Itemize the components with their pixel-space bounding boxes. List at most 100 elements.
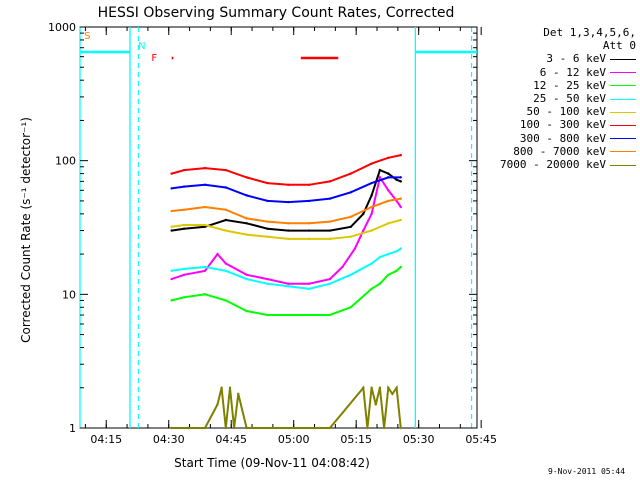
data-point: [203, 426, 207, 430]
data-point: [328, 220, 332, 223]
data-point: [370, 386, 373, 389]
data-point: [307, 313, 311, 317]
data-point: [203, 166, 207, 170]
data-point: [182, 273, 186, 277]
data-point: [170, 277, 173, 281]
legend-entry: 25 - 50 keV: [476, 92, 636, 105]
flag-label-1: N: [138, 41, 145, 52]
data-point: [182, 227, 186, 230]
data-point: [349, 172, 352, 175]
legend-entry: 6 - 12 keV: [476, 66, 636, 79]
data-point: [387, 199, 390, 203]
legend-label: 12 - 25 keV: [533, 78, 606, 92]
data-point: [216, 403, 219, 406]
data-point: [387, 172, 390, 175]
series-2: [170, 265, 402, 317]
series-7: [170, 197, 402, 225]
data-point: [387, 222, 390, 225]
legend-header-line-1: Det 1,3,4,5,6,: [543, 26, 636, 39]
data-point: [170, 229, 173, 232]
data-point: [387, 252, 390, 256]
data-point: [349, 225, 352, 229]
legend-swatch: [610, 72, 636, 74]
data-point: [349, 306, 352, 309]
legend-swatch: [610, 98, 636, 100]
data-point: [378, 386, 382, 389]
plot-frame: [79, 26, 478, 429]
data-point: [399, 426, 402, 430]
legend-swatch: [610, 151, 636, 153]
y-axis: 1 10 100 1000: [48, 21, 477, 435]
data-point: [399, 265, 402, 269]
data-point: [245, 426, 248, 430]
x-axis: 04:15 04:30 04:45 05:00 05:15 05:30 05:45: [84, 27, 497, 446]
legend-label: 800 - 7000 keV: [513, 144, 606, 158]
data-point: [328, 426, 332, 430]
legend-label: 7000 - 20000 keV: [500, 158, 606, 172]
data-point: [387, 386, 390, 389]
data-point: [307, 282, 311, 285]
data-point: [170, 426, 173, 430]
data-point: [307, 183, 311, 186]
data-point: [382, 426, 386, 430]
x-tick-label: 05:30: [403, 433, 435, 446]
data-point: [387, 189, 390, 192]
data-point: [203, 223, 207, 227]
data-point: [266, 199, 269, 203]
data-point: [266, 235, 269, 238]
legend-label: 300 - 800 keV: [519, 131, 606, 145]
data-point: [287, 313, 290, 317]
legend-label: 100 - 300 keV: [519, 118, 606, 132]
data-point: [170, 172, 173, 175]
data-point: [328, 229, 332, 232]
data-point: [362, 229, 365, 232]
data-point: [216, 252, 219, 256]
data-point: [224, 208, 228, 211]
x-tick-label: 05:15: [340, 433, 372, 446]
chart-title: HESSI Observing Summary Count Rates, Cor…: [98, 5, 455, 21]
data-point: [203, 269, 207, 272]
data-point: [349, 235, 352, 238]
data-point: [328, 180, 332, 183]
data-point: [245, 194, 248, 197]
data-point: [353, 247, 357, 250]
data-point: [203, 183, 207, 186]
data-point: [366, 426, 369, 430]
series-5: [170, 153, 402, 186]
legend-swatch: [610, 85, 636, 87]
data-point: [287, 183, 290, 186]
data-point: [245, 309, 248, 313]
legend-entry: 300 - 800 keV: [476, 132, 636, 145]
legend-entry: 50 - 100 keV: [476, 105, 636, 118]
data-point: [395, 178, 398, 181]
legend-label: 50 - 100 keV: [526, 105, 606, 119]
legend-entry: 100 - 300 keV: [476, 118, 636, 131]
data-point: [170, 269, 173, 272]
legend-entry: 800 - 7000 keV: [476, 145, 636, 158]
data-point: [287, 229, 290, 232]
data-point: [307, 287, 311, 291]
series-6: [170, 176, 402, 204]
data-point: [370, 205, 373, 209]
data-point: [266, 313, 269, 317]
legend-header-line-2: Att 0: [602, 39, 636, 53]
y-tick-label: 10: [62, 288, 76, 301]
data-point: [378, 255, 382, 259]
data-point: [307, 199, 311, 203]
data-point: [224, 218, 228, 222]
data-point: [399, 205, 402, 209]
data-point: [287, 200, 290, 204]
legend: Det 1,3,4,5,6, Att 0 3 - 6 keV 6 - 12 keV…: [476, 26, 636, 171]
data-point: [224, 168, 228, 172]
data-point: [370, 194, 373, 197]
data-point: [245, 222, 248, 225]
data-point: [387, 156, 390, 160]
data-point: [203, 293, 207, 296]
legend-swatch: [610, 111, 636, 113]
data-point: [378, 176, 382, 179]
y-axis-label: Corrected Count Rate (s⁻¹ detector⁻¹): [19, 117, 33, 343]
data-point: [170, 187, 173, 190]
series-line: [171, 168, 402, 232]
data-point: [328, 277, 332, 281]
